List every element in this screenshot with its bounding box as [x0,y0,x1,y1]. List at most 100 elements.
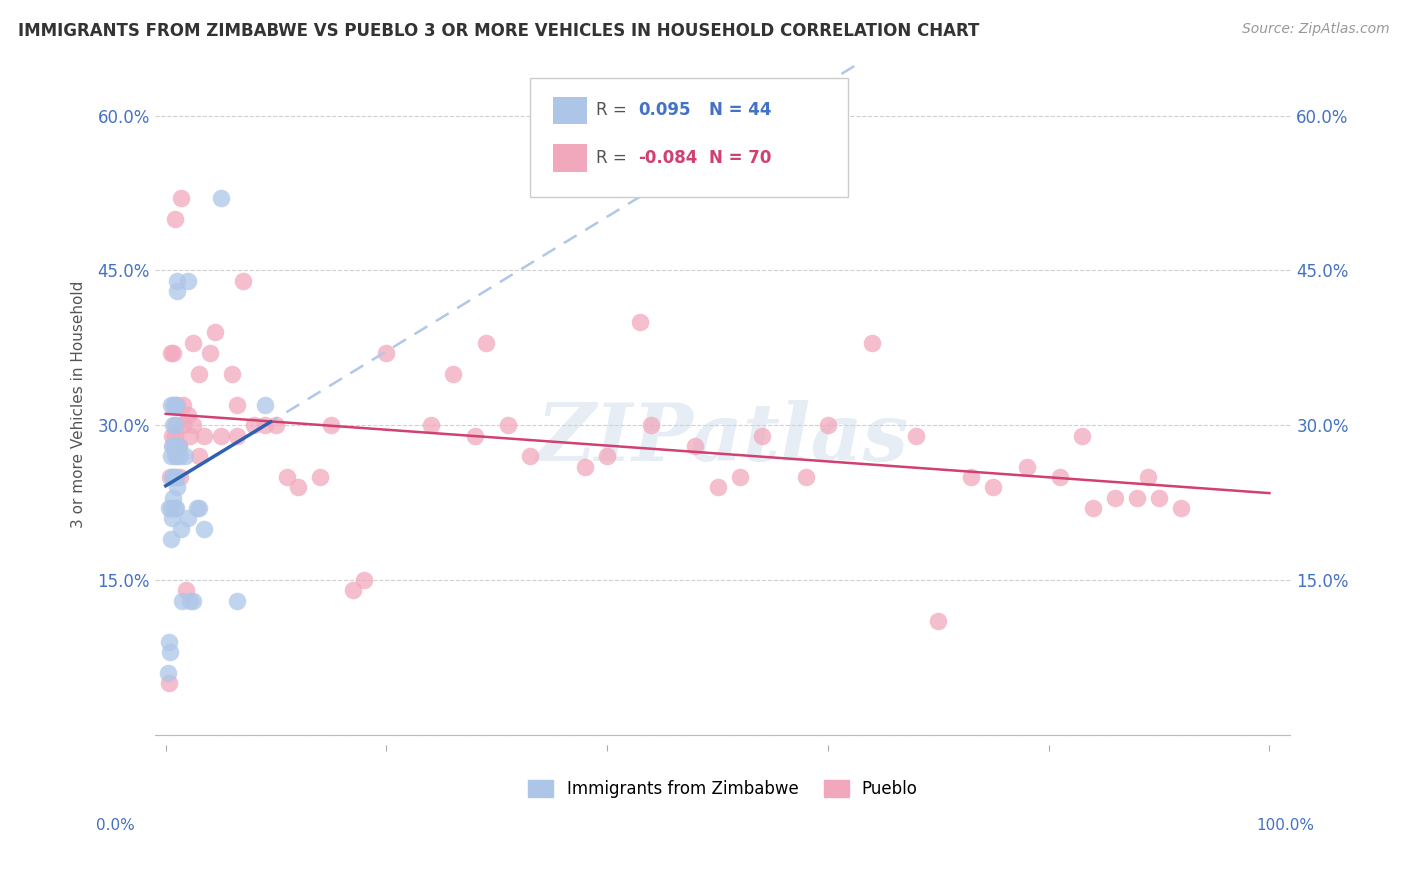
Point [159,645,181,659]
Text: -0.084: -0.084 [638,149,697,167]
Point [167,439,190,453]
Point [162,418,184,433]
Point [162,470,184,484]
Point [162,398,184,412]
Point [172,398,194,412]
Point [264,418,287,433]
Point [187,367,209,381]
Point [596,450,619,464]
Point [1104,491,1126,505]
Point [1049,470,1071,484]
Point [232,274,254,288]
Point [157,676,180,690]
Point [183,335,205,350]
Point [226,398,249,412]
Point [165,418,187,433]
Point [177,274,200,288]
Point [160,532,183,546]
Point [817,418,839,433]
Point [166,274,188,288]
Point [193,522,215,536]
FancyBboxPatch shape [530,78,848,197]
Point [174,583,197,598]
Point [163,398,186,412]
Point [183,418,205,433]
Text: N = 44: N = 44 [710,102,772,120]
Point [628,315,651,329]
Point [1081,500,1104,515]
Point [162,491,184,505]
Text: 0.0%: 0.0% [96,818,135,832]
Point [172,418,194,433]
Point [475,335,498,350]
Point [162,439,184,453]
Point [167,439,190,453]
Point [905,428,928,442]
Point [187,450,209,464]
Point [157,500,180,515]
Point [166,450,188,464]
Point [198,346,221,360]
Point [177,511,200,525]
Point [321,418,343,433]
Point [156,666,179,681]
Point [187,500,209,515]
Point [169,450,191,464]
Point [375,346,398,360]
Point [157,635,180,649]
Point [496,418,519,433]
Point [287,480,309,494]
Point [209,191,232,205]
Text: R =: R = [596,102,627,120]
Point [276,470,298,484]
Point [159,470,181,484]
Point [169,470,191,484]
FancyBboxPatch shape [553,96,586,124]
Point [309,470,332,484]
Point [640,418,662,433]
Text: R =: R = [596,149,627,167]
Point [179,428,201,442]
Text: IMMIGRANTS FROM ZIMBABWE VS PUEBLO 3 OR MORE VEHICLES IN HOUSEHOLD CORRELATION C: IMMIGRANTS FROM ZIMBABWE VS PUEBLO 3 OR … [18,22,980,40]
Point [166,398,188,412]
Point [794,470,817,484]
Point [166,284,188,298]
Point [226,594,249,608]
Point [519,450,541,464]
Point [243,418,266,433]
Point [160,346,183,360]
Point [1147,491,1170,505]
Point [162,470,184,484]
Point [960,470,983,484]
Text: Source: ZipAtlas.com: Source: ZipAtlas.com [1241,22,1389,37]
Point [170,522,193,536]
Point [160,398,183,412]
Text: ZIPatlas: ZIPatlas [537,400,910,477]
Point [160,450,183,464]
Point [172,594,194,608]
Point [163,500,186,515]
Point [927,615,949,629]
Point [221,367,243,381]
Text: 0.095: 0.095 [638,102,690,120]
Point [163,211,186,226]
Point [342,583,364,598]
Point [170,191,193,205]
Point [1015,459,1038,474]
Legend: Immigrants from Zimbabwe, Pueblo: Immigrants from Zimbabwe, Pueblo [522,773,924,805]
Point [160,500,183,515]
Point [574,459,596,474]
Point [179,594,201,608]
Point [177,408,200,422]
Point [165,470,187,484]
Point [163,450,186,464]
Y-axis label: 3 or more Vehicles in Household: 3 or more Vehicles in Household [72,281,86,528]
Point [685,439,707,453]
Point [162,346,184,360]
Point [163,418,186,433]
Point [706,480,728,494]
Point [209,428,232,442]
Point [254,398,277,412]
Text: N = 70: N = 70 [710,149,772,167]
Point [254,418,277,433]
